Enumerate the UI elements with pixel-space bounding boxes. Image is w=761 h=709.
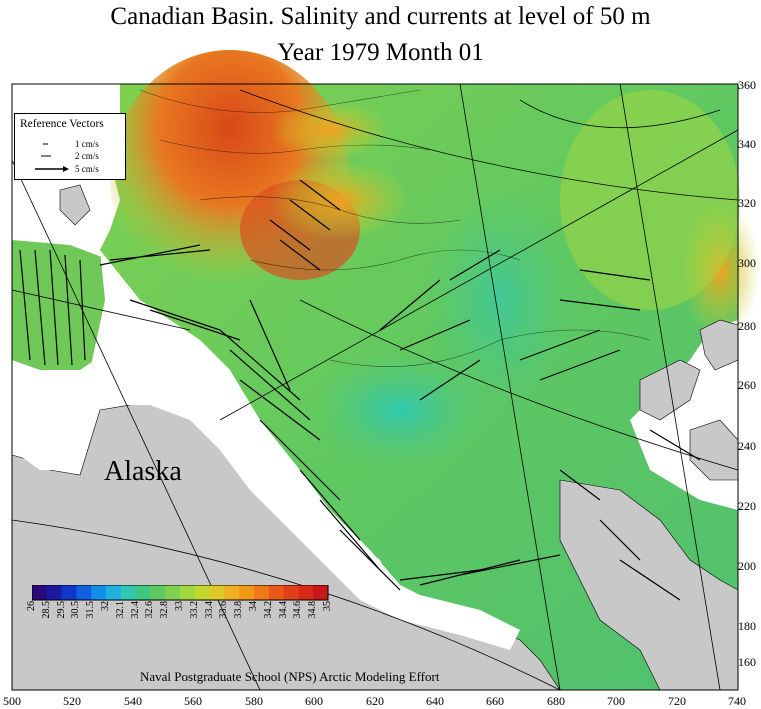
colorbar-swatch bbox=[298, 585, 314, 600]
reference-vectors-legend: Reference Vectors 1 cm/s 2 cm/s 5 cm/s bbox=[14, 113, 126, 180]
colorbar-swatch bbox=[209, 585, 225, 600]
colorbar-frame bbox=[32, 585, 329, 601]
colorbar-label: 30.5 bbox=[70, 601, 82, 619]
x-tick: 520 bbox=[63, 694, 81, 708]
y-tick: 220 bbox=[738, 499, 756, 513]
legend-item: 2 cm/s bbox=[75, 151, 99, 161]
colorbar-label: 32.6 bbox=[144, 601, 156, 619]
x-tick: 500 bbox=[3, 694, 21, 708]
credit-text: Naval Postgraduate School (NPS) Arctic M… bbox=[140, 669, 440, 684]
land-island-4 bbox=[59, 184, 91, 226]
salinity-colorbar bbox=[32, 585, 329, 601]
colorbar-label: 33.8 bbox=[233, 601, 245, 619]
colorbar-swatch bbox=[239, 585, 255, 600]
legend-item: 5 cm/s bbox=[75, 164, 99, 174]
legend-title: Reference Vectors bbox=[20, 118, 104, 130]
colorbar-swatch bbox=[150, 585, 166, 600]
x-tick: 700 bbox=[607, 694, 625, 708]
colorbar-swatch bbox=[283, 585, 299, 600]
colorbar-swatch bbox=[76, 585, 92, 600]
x-tick: 720 bbox=[668, 694, 686, 708]
x-tick: 660 bbox=[486, 694, 504, 708]
colorbar-swatch bbox=[46, 585, 63, 600]
colorbar-label: 34.2 bbox=[262, 601, 274, 619]
colorbar-swatch bbox=[61, 585, 77, 600]
y-tick: 300 bbox=[738, 256, 756, 270]
y-tick: 320 bbox=[738, 196, 756, 210]
colorbar-label: 26 bbox=[26, 601, 37, 611]
colorbar-swatch bbox=[194, 585, 211, 600]
colorbar-label: 33.4 bbox=[203, 601, 215, 619]
x-tick: 540 bbox=[124, 694, 142, 708]
y-tick: 260 bbox=[738, 378, 756, 392]
colorbar-swatch bbox=[91, 585, 107, 600]
colorbar-swatch bbox=[165, 585, 181, 600]
y-tick: 180 bbox=[738, 619, 756, 633]
colorbar-swatch bbox=[120, 585, 137, 600]
salinity-low-zone-2 bbox=[420, 180, 580, 420]
colorbar-swatch bbox=[268, 585, 285, 600]
y-tick: 200 bbox=[738, 559, 756, 573]
ice-band bbox=[12, 250, 520, 650]
graticule bbox=[11, 83, 739, 691]
colorbar-label: 35 bbox=[322, 601, 333, 611]
y-tick: 160 bbox=[738, 655, 756, 669]
y-tick: 280 bbox=[738, 319, 756, 333]
x-tick: 580 bbox=[245, 694, 263, 708]
salinity-orange-zone bbox=[270, 160, 410, 240]
colorbar-swatch bbox=[32, 585, 48, 600]
colorbar-label: 33.6 bbox=[218, 601, 230, 619]
colorbar-swatch bbox=[180, 585, 196, 600]
colorbar-label: 31.5 bbox=[85, 601, 97, 619]
colorbar-label: 34.4 bbox=[277, 601, 289, 619]
y-tick: 340 bbox=[738, 137, 756, 151]
x-tick: 740 bbox=[728, 694, 746, 708]
colorbar-label: 32.4 bbox=[129, 601, 141, 619]
x-tick: 680 bbox=[547, 694, 565, 708]
salinity-yellow-east bbox=[560, 90, 740, 310]
colorbar-swatch bbox=[106, 585, 122, 600]
colorbar-swatch bbox=[135, 585, 151, 600]
colorbar-label: 32 bbox=[100, 601, 111, 611]
colorbar-label: 34.8 bbox=[307, 601, 319, 619]
colorbar-label: 28.5 bbox=[40, 601, 52, 619]
y-tick: 360 bbox=[738, 78, 756, 92]
land-island-1 bbox=[639, 359, 701, 421]
plot-frame bbox=[11, 83, 739, 691]
salinity-orange-zone-2 bbox=[270, 100, 390, 160]
region-label-alaska: Alaska bbox=[104, 456, 182, 487]
x-tick: 560 bbox=[184, 694, 202, 708]
colorbar-label: 34.6 bbox=[292, 601, 304, 619]
map-title: Canadian Basin. Salinity and currents at… bbox=[110, 3, 651, 30]
colorbar-label: 33 bbox=[174, 601, 185, 611]
legend-item: 1 cm/s bbox=[75, 139, 99, 149]
colorbar-label: 34 bbox=[248, 601, 259, 611]
x-tick: 620 bbox=[366, 694, 384, 708]
current-vectors bbox=[19, 179, 701, 601]
y-tick: 240 bbox=[738, 439, 756, 453]
map-subtitle: Year 1979 Month 01 bbox=[277, 39, 484, 66]
colorbar-label: 32.8 bbox=[159, 601, 171, 619]
colorbar-swatch bbox=[313, 585, 329, 600]
colorbar-swatch bbox=[224, 585, 240, 600]
x-tick: 640 bbox=[426, 694, 444, 708]
colorbar-label: 33.2 bbox=[188, 601, 200, 619]
legend-arrows bbox=[35, 143, 69, 172]
colorbar-label: 29.5 bbox=[55, 601, 67, 619]
colorbar-swatch bbox=[254, 585, 270, 600]
x-tick: 600 bbox=[305, 694, 323, 708]
contour-lines bbox=[139, 89, 651, 367]
colorbar-label: 32.1 bbox=[114, 601, 126, 619]
